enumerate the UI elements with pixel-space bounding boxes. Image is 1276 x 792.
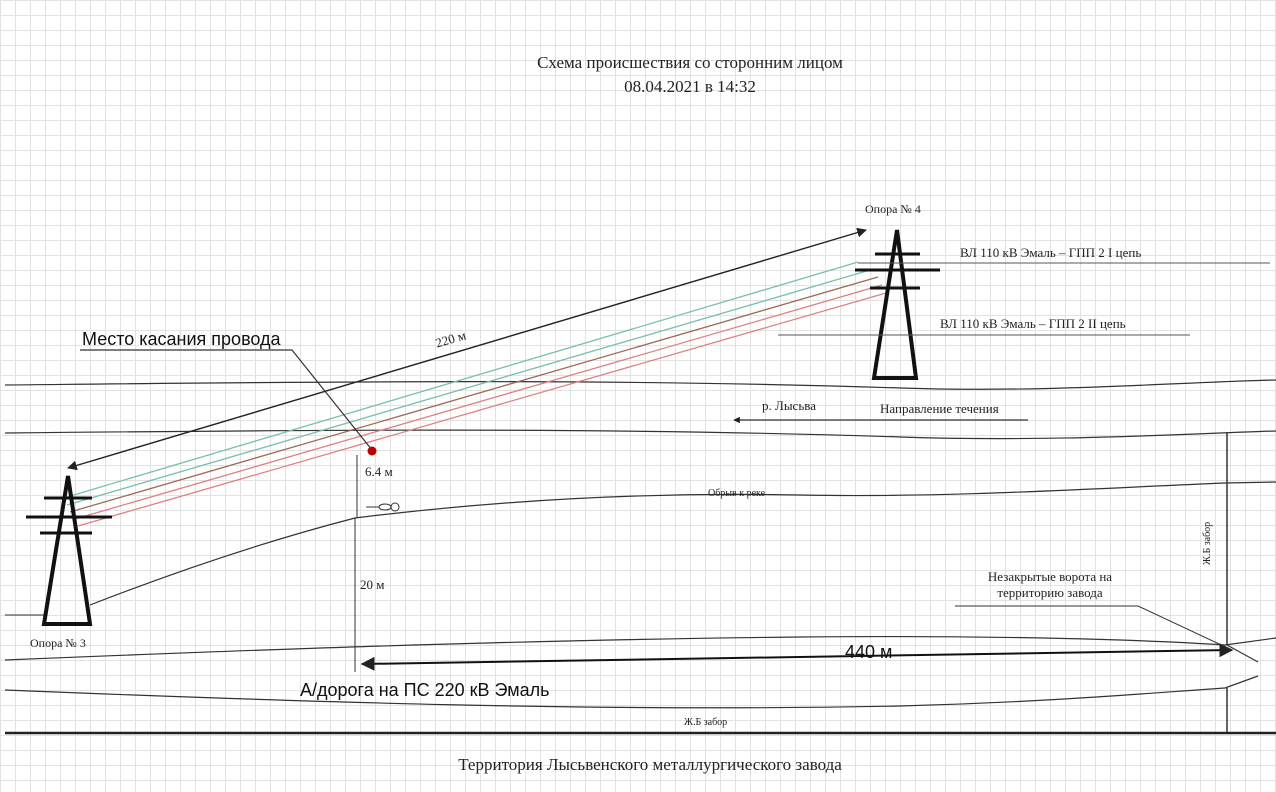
cliff-edge-label: Обрыв к реке: [708, 488, 766, 499]
river-bank-lower: [4, 429, 1276, 440]
cliff-edge-line: [89, 481, 1276, 606]
contact-point-leader: [80, 349, 373, 451]
wire-red-1: [74, 284, 883, 520]
road-length-arrow: [360, 643, 1234, 671]
tower-3-label: Опора № 3: [30, 636, 86, 650]
tower-3-icon: [26, 475, 112, 626]
gates-leader: [955, 605, 1233, 651]
contact-point-marker: [367, 446, 377, 456]
road-lower-boundary: [4, 675, 1259, 709]
road-length-label: 440 м: [845, 642, 893, 662]
incident-datetime: 08.04.2021 в 14:32: [624, 77, 756, 96]
fence-bottom-label: Ж.Б забор: [684, 717, 728, 728]
river-name-label: р. Лысьва: [762, 398, 816, 413]
tower-4-label: Опора № 4: [865, 202, 921, 216]
fence-vertical-label: Ж.Б забор: [1202, 521, 1213, 565]
gate-leaf: [1226, 644, 1259, 663]
river-bank-upper: [4, 379, 1276, 390]
flow-direction-label: Направление течения: [880, 401, 999, 416]
wire-green-2: [66, 269, 871, 506]
person-figure-icon: [366, 502, 400, 512]
scheme-title: Схема происшествия со сторонним лицом: [537, 53, 843, 72]
line-2-label: ВЛ 110 кВ Эмаль – ГПП 2 II цепь: [940, 316, 1126, 331]
contact-point-label: Место касания провода: [82, 329, 281, 349]
gates-label: Незакрытые ворота на территорию завода: [987, 569, 1113, 601]
road-label: А/дорога на ПС 220 кВ Эмаль: [300, 680, 550, 700]
territory-label: Территория Лысьвенского металлургическог…: [458, 755, 842, 774]
wire-green-1: [66, 261, 859, 498]
wire-brown: [69, 276, 879, 513]
tower-4-icon: [855, 229, 940, 380]
line-1-label: ВЛ 110 кВ Эмаль – ГПП 2 I цепь: [960, 245, 1142, 260]
span-dimension-arrow: [67, 227, 867, 471]
road-upper-boundary: [4, 635, 1276, 661]
wire-height-label: 6.4 м: [365, 464, 393, 479]
cliff-height-label: 20 м: [360, 577, 385, 592]
